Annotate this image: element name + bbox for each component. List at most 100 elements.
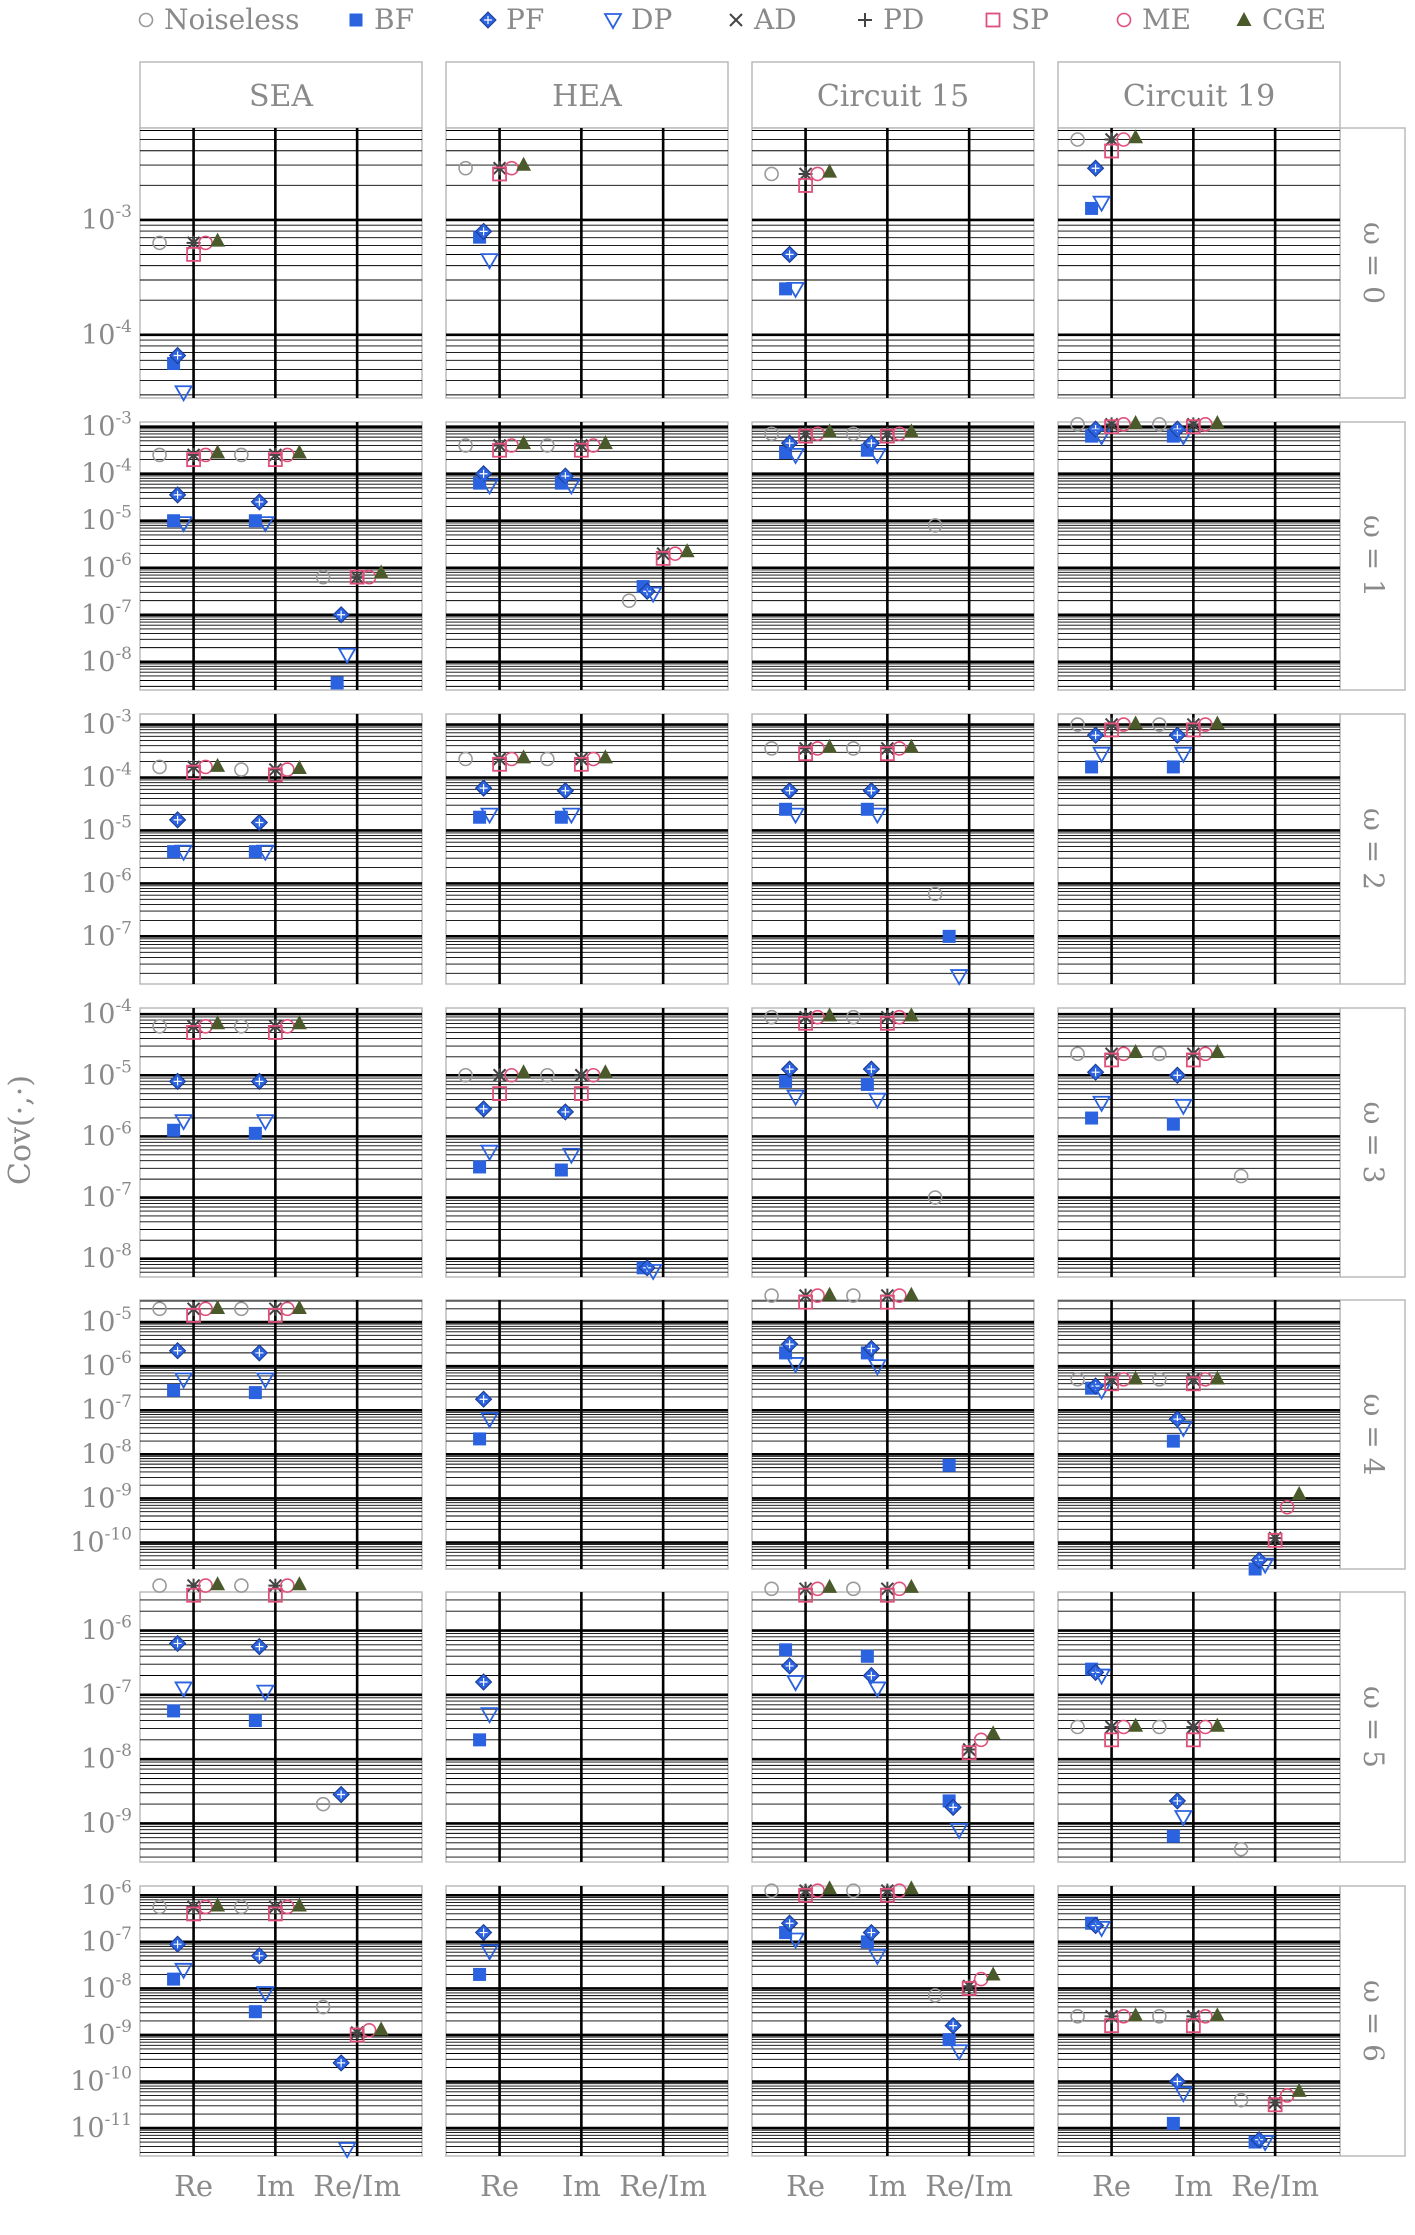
data-point-pd bbox=[268, 762, 283, 777]
data-point-me bbox=[810, 741, 825, 756]
data-point-pd bbox=[186, 447, 201, 462]
data-point-noiseless bbox=[1070, 2009, 1085, 2024]
data-point-pd bbox=[574, 752, 589, 766]
data-point-cge bbox=[985, 1966, 1001, 1981]
data-point-dp bbox=[1255, 1557, 1275, 1575]
data-point-bf bbox=[942, 1458, 956, 1472]
legend-marker-dp bbox=[603, 13, 623, 30]
data-point-dp bbox=[1092, 1383, 1112, 1401]
data-point-cge bbox=[1209, 1717, 1225, 1732]
data-point-sp bbox=[186, 1025, 201, 1040]
data-point-me bbox=[198, 1301, 213, 1317]
legend: Noiseless BF PF DP AD PD SP ME CGE bbox=[138, 3, 1326, 36]
data-point-cge bbox=[291, 760, 307, 774]
data-point-pf bbox=[862, 1060, 881, 1078]
data-point-pf bbox=[862, 1923, 881, 1942]
data-point-dp bbox=[949, 969, 969, 986]
legend-marker-pd bbox=[858, 13, 872, 27]
data-point-me bbox=[586, 751, 601, 767]
data-point-bf bbox=[473, 1733, 487, 1747]
row-strip-label: ω = 4 bbox=[1357, 1394, 1390, 1476]
row-strip-label: ω = 6 bbox=[1357, 1980, 1390, 2062]
data-point-cge bbox=[1291, 2082, 1307, 2097]
data-point-noiseless bbox=[234, 1301, 249, 1317]
data-point-dp bbox=[480, 478, 500, 496]
x-tick-label: Re/Im bbox=[925, 2169, 1013, 2203]
data-point-pf bbox=[474, 1100, 493, 1118]
data-point-dp bbox=[949, 1822, 969, 1840]
data-point-dp bbox=[174, 844, 194, 862]
data-point-cge bbox=[1128, 414, 1144, 429]
data-point-noiseless bbox=[1152, 2009, 1167, 2024]
data-point-pd bbox=[492, 1068, 507, 1083]
data-point-pf bbox=[250, 1637, 269, 1656]
data-point-sp bbox=[492, 166, 507, 182]
y-tick-label: 10-7 bbox=[81, 918, 132, 952]
data-point-sp bbox=[573, 1086, 589, 1101]
data-point-me bbox=[1116, 417, 1131, 432]
y-tick-label: 10-6 bbox=[81, 1348, 132, 1382]
data-point-dp bbox=[867, 1092, 887, 1110]
data-point-dp bbox=[255, 1372, 275, 1390]
data-point-bf bbox=[1166, 760, 1180, 774]
panel bbox=[139, 1299, 423, 1570]
legend-marker-noiseless bbox=[138, 12, 154, 28]
panel bbox=[1057, 1007, 1341, 1278]
data-point-sp bbox=[186, 246, 201, 262]
data-point-dp bbox=[174, 516, 194, 533]
data-point-dp bbox=[867, 807, 887, 825]
data-point-sp bbox=[267, 767, 283, 783]
data-point-noiseless bbox=[764, 1581, 779, 1597]
row-strip bbox=[1339, 421, 1406, 691]
data-point-noiseless bbox=[234, 1019, 249, 1034]
data-point-sp bbox=[798, 746, 813, 762]
data-point-me bbox=[810, 1288, 825, 1303]
data-point-noiseless bbox=[234, 447, 249, 463]
data-point-noiseless bbox=[152, 1301, 167, 1317]
panel bbox=[751, 1880, 1035, 2157]
legend-label-sp: SP bbox=[1011, 3, 1049, 36]
data-point-bf bbox=[167, 1972, 181, 1986]
data-point-pf bbox=[556, 782, 575, 800]
data-point-noiseless bbox=[1233, 1841, 1249, 1857]
y-tick-label: 10-5 bbox=[81, 1304, 132, 1338]
data-point-pf bbox=[168, 346, 187, 365]
data-point-dp bbox=[1255, 2135, 1275, 2152]
data-point-dp bbox=[867, 1359, 887, 1376]
data-point-noiseless bbox=[152, 759, 167, 775]
y-tick-label: 10-7 bbox=[81, 1924, 132, 1958]
data-point-sp bbox=[1104, 1052, 1119, 1068]
x-tick-label: Im bbox=[256, 2169, 295, 2203]
data-point-dp bbox=[255, 1986, 275, 2003]
data-point-cge bbox=[210, 232, 226, 247]
panel-frame bbox=[139, 1591, 423, 1863]
data-point-noiseless bbox=[152, 1899, 167, 1915]
data-point-pd bbox=[1186, 717, 1201, 732]
data-point-dp bbox=[1092, 1668, 1112, 1686]
y-tick-label: 10-6 bbox=[81, 1877, 132, 1911]
data-point-dp bbox=[643, 1263, 663, 1281]
panel-frame bbox=[1057, 1299, 1341, 1570]
data-point-pd bbox=[1104, 1720, 1119, 1734]
panel bbox=[139, 127, 423, 403]
data-point-pf bbox=[250, 1947, 269, 1965]
y-tick-label: 10-3 bbox=[81, 707, 132, 741]
data-point-dp bbox=[1092, 429, 1112, 446]
data-point-sp bbox=[1185, 2018, 1201, 2034]
y-tick-label: 10-6 bbox=[81, 865, 132, 899]
column-strip-label: HEA bbox=[552, 79, 622, 114]
data-point-me bbox=[1116, 1372, 1131, 1387]
data-point-me bbox=[280, 1899, 295, 1915]
panel bbox=[751, 421, 1035, 691]
data-point-bf bbox=[248, 1126, 262, 1140]
legend-item-dp: DP bbox=[603, 3, 672, 36]
data-point-me bbox=[198, 1578, 213, 1593]
data-point-me bbox=[504, 751, 519, 767]
data-point-noiseless bbox=[846, 1288, 861, 1303]
data-point-sp bbox=[492, 1086, 507, 1101]
data-point-me bbox=[1116, 2009, 1131, 2024]
data-point-pd bbox=[1186, 1720, 1201, 1734]
panel bbox=[139, 421, 423, 691]
row-strip bbox=[1339, 127, 1406, 399]
data-point-bf bbox=[779, 1643, 793, 1657]
